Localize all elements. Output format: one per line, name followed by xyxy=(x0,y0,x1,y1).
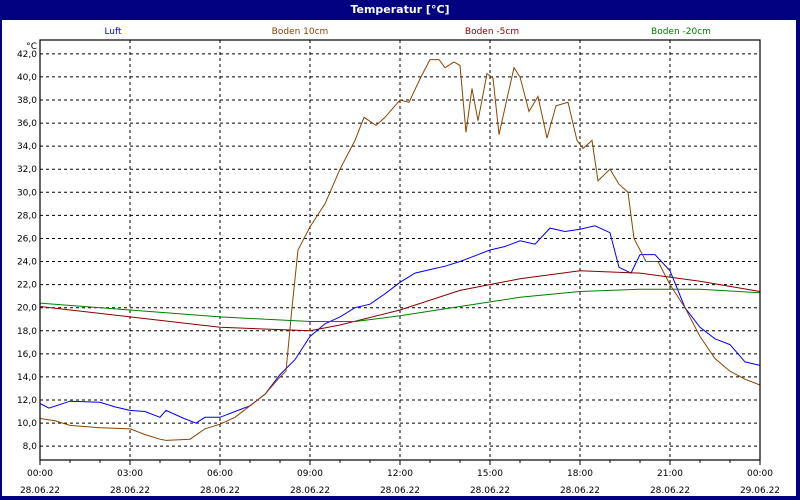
x-tick-date: 28.06.22 xyxy=(650,486,690,496)
y-tick-label: 20,0 xyxy=(17,304,37,314)
legend-entry: Boden 10cm xyxy=(272,27,329,37)
series-line-boden-10cm xyxy=(39,59,761,441)
x-tick-date: 28.06.22 xyxy=(470,486,510,496)
x-tick-time: 09:00 xyxy=(297,469,323,479)
y-tick-label: 40,0 xyxy=(17,73,37,83)
legend-entry: Luft xyxy=(104,27,122,37)
legend-entry: Boden -20cm xyxy=(651,27,711,37)
x-tick-date: 29.06.22 xyxy=(740,486,780,496)
x-tick-time: 15:00 xyxy=(477,469,503,479)
x-tick-date: 28.06.22 xyxy=(200,486,240,496)
series-line-boden-20cm xyxy=(39,288,761,322)
y-tick-label: 8,0 xyxy=(23,442,38,452)
y-axis-unit: °C xyxy=(26,42,37,52)
y-tick-label: 28,0 xyxy=(17,211,37,221)
y-tick-label: 32,0 xyxy=(17,165,37,175)
y-tick-label: 36,0 xyxy=(17,119,37,129)
x-tick-date: 28.06.22 xyxy=(560,486,600,496)
y-tick-label: 18,0 xyxy=(17,327,37,337)
x-tick-date: 28.06.22 xyxy=(20,486,60,496)
x-tick-time: 00:00 xyxy=(27,469,53,479)
x-tick-time: 06:00 xyxy=(207,469,233,479)
x-tick-time: 21:00 xyxy=(657,469,683,479)
chart-panel xyxy=(2,20,796,496)
y-tick-label: 42,0 xyxy=(17,50,37,60)
window-title: Temperatur [°C] xyxy=(350,3,450,16)
x-tick-date: 28.06.22 xyxy=(290,486,330,496)
y-tick-label: 26,0 xyxy=(17,234,37,244)
y-tick-label: 16,0 xyxy=(17,350,37,360)
plot-frame xyxy=(39,39,761,461)
y-tick-label: 10,0 xyxy=(17,419,37,429)
y-tick-label: 24,0 xyxy=(17,258,37,268)
x-tick-time: 03:00 xyxy=(117,469,143,479)
y-tick-label: 12,0 xyxy=(17,396,37,406)
x-tick-time: 18:00 xyxy=(567,469,593,479)
y-tick-label: 14,0 xyxy=(17,373,37,383)
series-line-luft xyxy=(39,225,761,424)
y-tick-label: 22,0 xyxy=(17,281,37,291)
legend-entry: Boden -5cm xyxy=(465,27,519,37)
y-tick-label: 30,0 xyxy=(17,188,37,198)
series-line-boden-5cm xyxy=(39,270,761,332)
x-tick-time: 00:00 xyxy=(747,469,773,479)
x-tick-date: 28.06.22 xyxy=(110,486,150,496)
y-tick-label: 38,0 xyxy=(17,96,37,106)
x-tick-date: 28.06.22 xyxy=(380,486,420,496)
x-tick-time: 12:00 xyxy=(387,469,413,479)
y-tick-label: 34,0 xyxy=(17,142,37,152)
